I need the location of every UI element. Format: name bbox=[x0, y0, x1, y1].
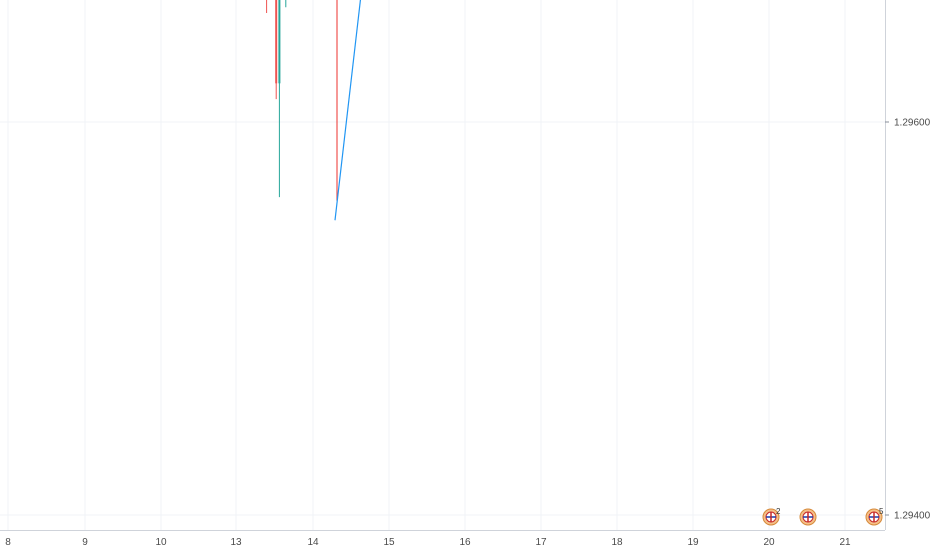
time-tick-label: 17 bbox=[535, 537, 547, 548]
time-tick-label: 16 bbox=[459, 537, 471, 548]
candle-body bbox=[275, 0, 278, 84]
chart-drawings[interactable] bbox=[0, 0, 885, 221]
time-tick-label: 13 bbox=[230, 537, 242, 548]
price-axis[interactable]: 1.294001.296001.298001.300001.302001.304… bbox=[885, 0, 932, 530]
candlestick-series bbox=[266, 0, 338, 201]
chart-grid bbox=[0, 0, 885, 530]
time-tick-label: 8 bbox=[5, 537, 11, 548]
candle-body bbox=[278, 0, 281, 84]
event-flag-icon[interactable]: 5 bbox=[865, 507, 884, 526]
time-tick-label: 15 bbox=[383, 537, 395, 548]
price-tick-label: 1.29600 bbox=[894, 118, 931, 129]
uptrend-line bbox=[334, 0, 362, 221]
time-tick-label: 20 bbox=[763, 537, 775, 548]
event-count-label: 2 bbox=[776, 507, 781, 516]
price-tick-label: 1.29400 bbox=[894, 511, 931, 522]
time-tick-label: 19 bbox=[687, 537, 699, 548]
event-count-label: 5 bbox=[879, 507, 884, 516]
time-tick-label: 14 bbox=[307, 537, 319, 548]
time-tick-label: 9 bbox=[82, 537, 88, 548]
event-flag-icon[interactable] bbox=[799, 508, 817, 526]
time-axis[interactable]: 8 9 10 13 14 15 16 17 18 19 20 21 bbox=[0, 530, 885, 549]
time-tick-label: 21 bbox=[839, 537, 851, 548]
time-tick-label: 10 bbox=[155, 537, 167, 548]
time-tick-label: 18 bbox=[611, 537, 623, 548]
event-flag-icon[interactable]: 2 bbox=[762, 507, 781, 526]
